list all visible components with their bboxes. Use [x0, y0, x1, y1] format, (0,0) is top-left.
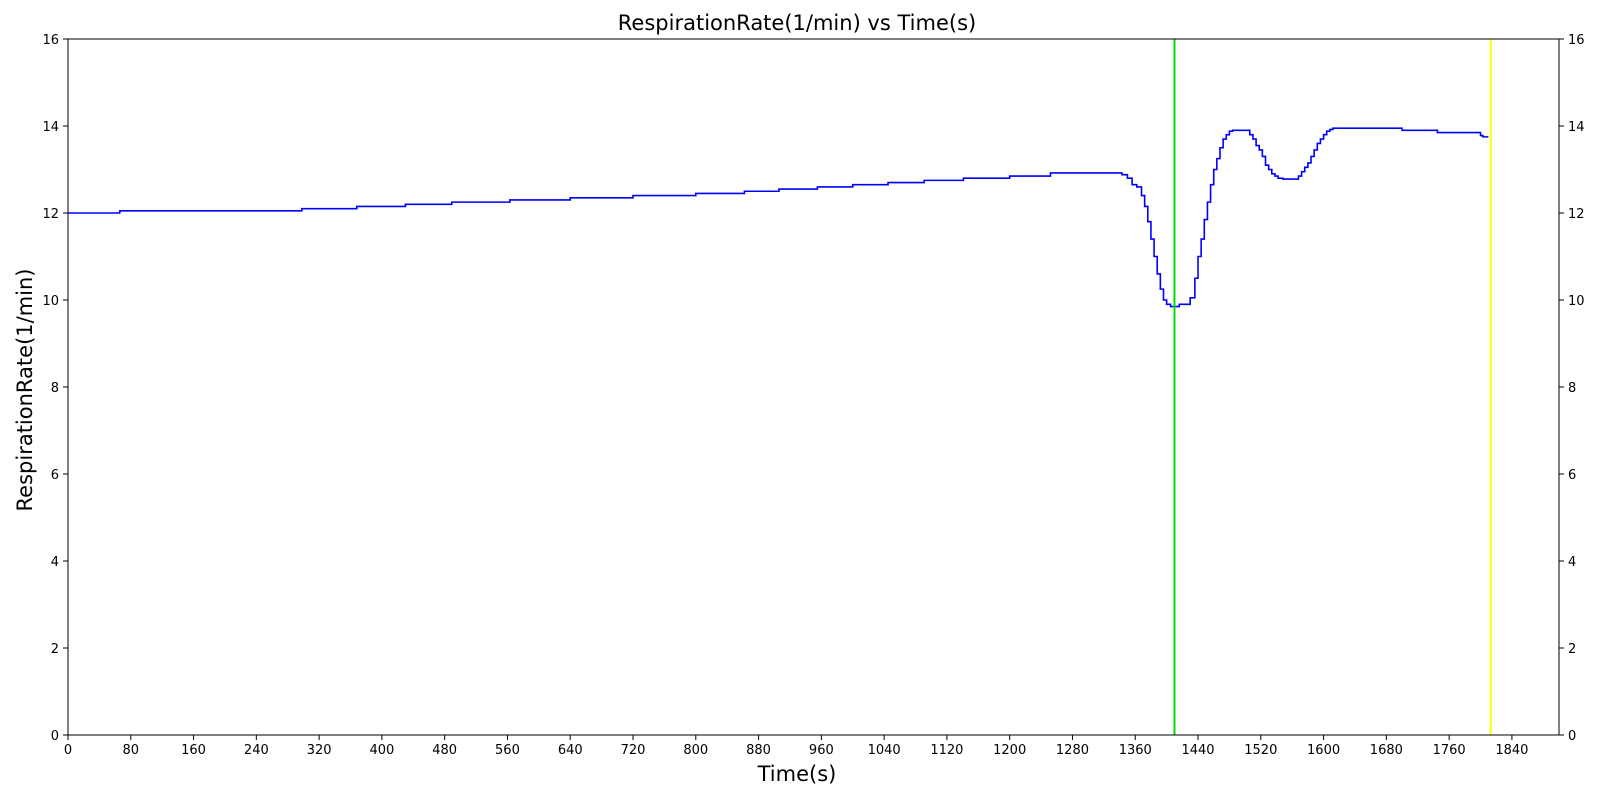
x-tick-label: 1360: [1119, 743, 1152, 758]
y-tick-label: 8: [51, 381, 59, 396]
x-tick-label: 1680: [1370, 743, 1403, 758]
y-tick-label: 4: [51, 555, 59, 570]
x-tick-label: 80: [123, 743, 140, 758]
plot-area: 0 80 160 240 320 400 480 560 640 720 800 880 960 1040…: [42, 33, 1584, 758]
right-y-tick-label: 0: [1568, 729, 1576, 744]
x-tick-label: 160: [181, 743, 206, 758]
x-tick-label: 800: [683, 743, 708, 758]
x-tick-label: 1040: [868, 743, 901, 758]
y-tick-label: 12: [42, 207, 59, 222]
x-tick-label: 1120: [930, 743, 963, 758]
x-tick-label: 880: [746, 743, 771, 758]
x-tick-label: 480: [432, 743, 457, 758]
y-tick-label: 16: [42, 33, 59, 48]
x-tick-label: 1520: [1244, 743, 1277, 758]
x-tick-label: 320: [307, 743, 332, 758]
x-tick-label: 1600: [1307, 743, 1340, 758]
x-tick-label: 1840: [1495, 743, 1528, 758]
y-tick-label: 0: [51, 729, 59, 744]
x-tick-label: 1200: [993, 743, 1026, 758]
right-y-tick-label: 10: [1568, 294, 1585, 309]
right-y-tick-label: 2: [1568, 642, 1576, 657]
right-y-tick-label: 14: [1568, 120, 1585, 135]
x-tick-label: 400: [369, 743, 394, 758]
y-tick-label: 2: [51, 642, 59, 657]
right-y-tick-label: 16: [1568, 33, 1585, 48]
y-tick-label: 14: [42, 120, 59, 135]
right-y-tick-label: 8: [1568, 381, 1576, 396]
x-tick-label: 1760: [1433, 743, 1466, 758]
x-tick-label: 1440: [1181, 743, 1214, 758]
plot-frame: [67, 38, 1560, 736]
y-axis-label: RespirationRate(1/min): [13, 269, 37, 512]
x-tick-label: 1280: [1056, 743, 1089, 758]
right-y-tick-label: 4: [1568, 555, 1576, 570]
x-tick-label: 560: [495, 743, 520, 758]
chart-title: RespirationRate(1/min) vs Time(s): [618, 11, 976, 35]
x-tick-label: 0: [64, 743, 72, 758]
right-y-tick-label: 6: [1568, 468, 1576, 483]
right-y-tick-label: 12: [1568, 207, 1585, 222]
series-line-0: [68, 127, 1489, 308]
x-axis-label: Time(s): [757, 762, 837, 786]
x-tick-label: 960: [809, 743, 834, 758]
x-tick-label: 640: [558, 743, 583, 758]
x-tick-label: 720: [621, 743, 646, 758]
x-tick-label: 240: [244, 743, 269, 758]
y-tick-label: 6: [51, 468, 59, 483]
y-tick-label: 10: [42, 294, 59, 309]
